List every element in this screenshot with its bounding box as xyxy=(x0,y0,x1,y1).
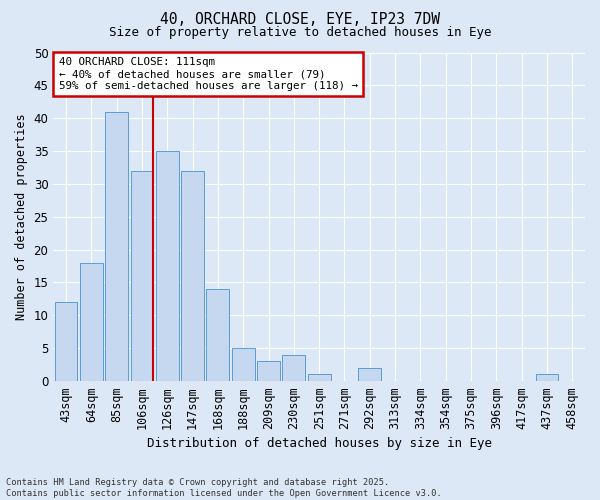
Y-axis label: Number of detached properties: Number of detached properties xyxy=(15,114,28,320)
Bar xyxy=(358,368,381,381)
Bar xyxy=(308,374,331,381)
X-axis label: Distribution of detached houses by size in Eye: Distribution of detached houses by size … xyxy=(146,437,491,450)
Text: Contains HM Land Registry data © Crown copyright and database right 2025.
Contai: Contains HM Land Registry data © Crown c… xyxy=(6,478,442,498)
Bar xyxy=(206,289,229,381)
Bar xyxy=(105,112,128,381)
Bar xyxy=(232,348,254,381)
Text: 40, ORCHARD CLOSE, EYE, IP23 7DW: 40, ORCHARD CLOSE, EYE, IP23 7DW xyxy=(160,12,440,28)
Bar xyxy=(257,362,280,381)
Text: 40 ORCHARD CLOSE: 111sqm
← 40% of detached houses are smaller (79)
59% of semi-d: 40 ORCHARD CLOSE: 111sqm ← 40% of detach… xyxy=(59,58,358,90)
Bar xyxy=(80,263,103,381)
Bar xyxy=(55,302,77,381)
Bar xyxy=(181,171,204,381)
Text: Size of property relative to detached houses in Eye: Size of property relative to detached ho… xyxy=(109,26,491,39)
Bar xyxy=(156,151,179,381)
Bar xyxy=(283,355,305,381)
Bar xyxy=(536,374,559,381)
Bar xyxy=(131,171,154,381)
